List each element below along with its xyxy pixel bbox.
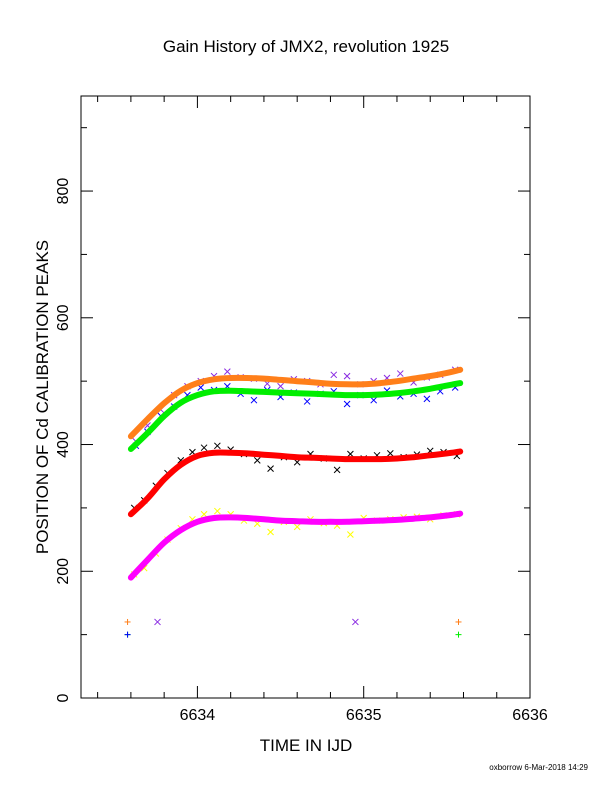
scatter-point (370, 396, 378, 404)
x-marker-b (214, 442, 221, 450)
scatter-point (124, 618, 131, 625)
x-marker-b (144, 422, 151, 429)
x-marker-b (140, 564, 148, 572)
scatter-point (267, 528, 274, 536)
y-tick-label: 800 (55, 178, 72, 205)
y-axis-label: POSITION OF Cd CALIBRATION PEAKS (33, 240, 52, 554)
scatter-point (267, 465, 274, 472)
x-marker-b (347, 450, 354, 458)
scatter-point (200, 510, 208, 518)
x-marker-b (267, 528, 274, 536)
scatter-point (223, 368, 231, 376)
x-marker-b (386, 450, 394, 457)
chart-title: Gain History of JMX2, revolution 1925 (163, 37, 449, 56)
x-marker-b (423, 395, 431, 403)
scatter-series (124, 631, 462, 638)
scatter-point (293, 523, 301, 531)
x-marker-b (347, 531, 354, 538)
scatter-point (455, 618, 462, 625)
scatter-point (253, 457, 261, 464)
x-marker-b (293, 523, 301, 531)
x-marker-b (343, 372, 351, 380)
scatter-point (347, 531, 354, 538)
x-marker-b (223, 368, 231, 376)
x-marker-b (200, 444, 208, 452)
scatter-point (250, 396, 258, 404)
scatter-point (343, 400, 351, 408)
footer-timestamp: oxborrow 6-Mar-2018 14:29 (489, 763, 588, 772)
x-marker-b (396, 370, 404, 377)
x-tick-label: 6634 (180, 707, 216, 724)
fit-line (127, 510, 464, 581)
x-marker-b (370, 396, 378, 404)
x-marker-b (333, 466, 341, 474)
fit-line (127, 448, 464, 518)
x-marker-b (330, 371, 338, 379)
y-tick-label: 600 (55, 304, 72, 331)
x-marker-b (352, 618, 359, 626)
x-marker-b (189, 515, 196, 523)
x-marker-b (343, 400, 351, 408)
x-marker-b (267, 465, 274, 472)
scatter-point (343, 372, 351, 380)
scatter-series (124, 631, 131, 638)
scatter-series (130, 442, 461, 512)
scatter-series (154, 618, 359, 626)
x-marker-b (200, 510, 208, 518)
scatter-point (124, 631, 131, 638)
x-axis-label: TIME IN IJD (260, 736, 353, 755)
scatter-point (333, 466, 341, 474)
x-marker-b (250, 396, 258, 404)
scatter-point (214, 442, 221, 450)
axis-ticks: 0 200 400 600 800 6634 6635 6636 (55, 96, 548, 724)
scatter-point (200, 444, 208, 452)
scatter-point (423, 395, 431, 403)
x-tick-label: 6635 (346, 707, 382, 724)
scatter-point (330, 371, 338, 379)
x-marker-b (303, 398, 311, 405)
scatter-point (214, 507, 221, 515)
y-tick-label: 0 (55, 693, 72, 702)
fit-line (127, 380, 464, 452)
scatter-point (396, 370, 404, 377)
x-marker-b (197, 384, 205, 391)
scatter-series (124, 618, 462, 625)
scatter-point (386, 450, 394, 457)
x-tick-label: 6636 (512, 707, 548, 724)
x-marker-b (277, 382, 284, 390)
scatter-point (455, 631, 462, 638)
scatter-point (303, 398, 311, 405)
scatter-point (277, 382, 284, 390)
x-marker-b (214, 507, 221, 515)
x-marker-b (154, 618, 161, 626)
scatter-point (352, 618, 359, 626)
y-tick-label: 400 (55, 431, 72, 458)
plot-frame (80, 95, 531, 699)
series-layer (124, 366, 464, 638)
scatter-point (347, 450, 354, 458)
x-marker-b (253, 457, 261, 464)
x-marker-b (177, 457, 185, 464)
fit-line (127, 366, 464, 440)
scatter-point (154, 618, 161, 626)
x-marker-b (189, 448, 196, 456)
y-tick-label: 200 (55, 558, 72, 585)
